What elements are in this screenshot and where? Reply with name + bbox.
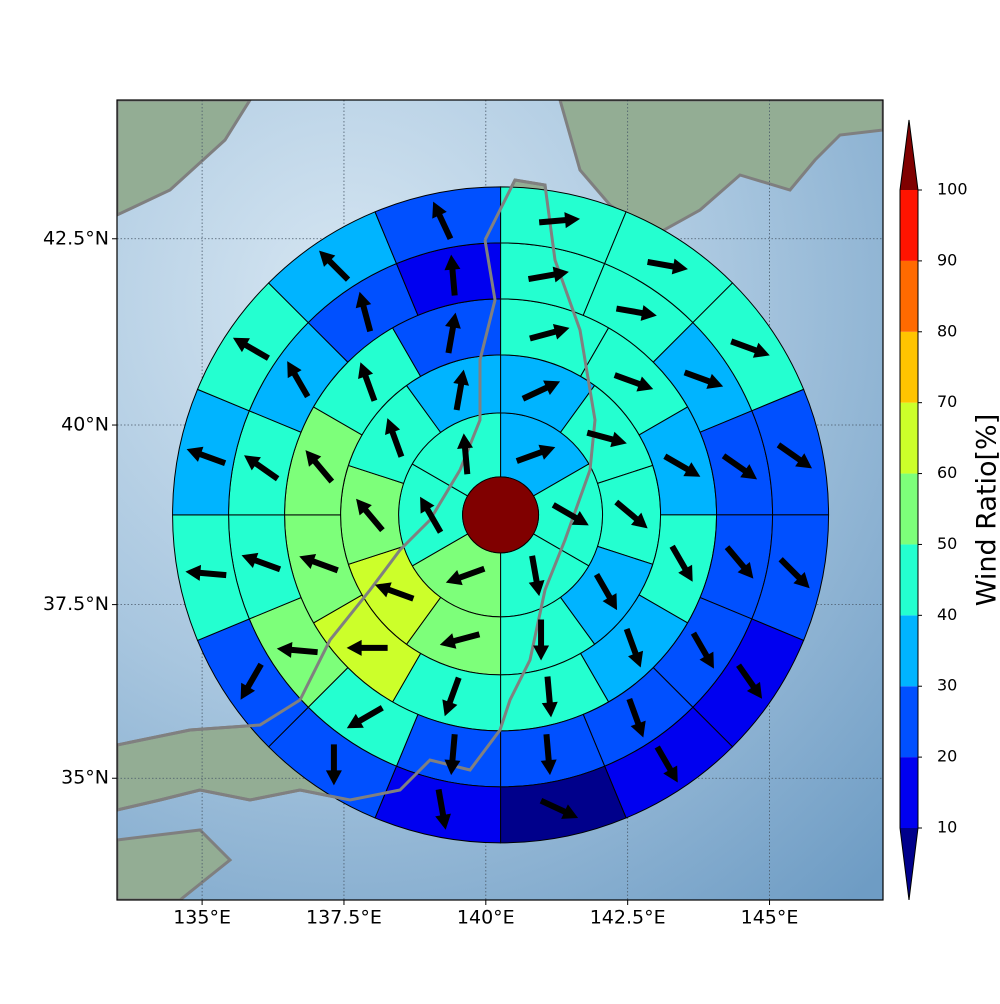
colorbar-label: Wind Ratio[%]: [972, 414, 1000, 606]
colorbar-segment: [900, 757, 918, 828]
colorbar-segment: [900, 332, 918, 403]
x-tick-label: 142.5°E: [590, 907, 666, 929]
center-disk: [463, 477, 539, 553]
x-tick-label: 137.5°E: [306, 907, 382, 929]
colorbar-tick-label: 20: [937, 747, 957, 766]
x-tick-label: 140°E: [457, 907, 515, 929]
colorbar-under: [900, 828, 918, 900]
colorbar-segment: [900, 686, 918, 757]
colorbar-segment: [900, 544, 918, 615]
colorbar-over: [900, 120, 918, 190]
colorbar-segment: [900, 190, 918, 261]
colorbar-segment: [900, 615, 918, 686]
colorbar-tick-label: 80: [937, 321, 957, 340]
y-tick-label: 37.5°N: [43, 593, 109, 615]
colorbar-segment: [900, 474, 918, 545]
colorbar-tick-label: 50: [937, 534, 957, 553]
x-tick-label: 145°E: [741, 907, 799, 929]
colorbar-tick-label: 100: [937, 180, 968, 199]
y-tick-label: 40°N: [61, 414, 109, 436]
colorbar-tick-label: 40: [937, 605, 957, 624]
colorbar-segment: [900, 261, 918, 332]
y-tick-label: 42.5°N: [43, 227, 109, 249]
y-tick-label: 35°N: [61, 767, 109, 789]
colorbar-tick-label: 90: [937, 250, 957, 269]
colorbar-tick-label: 70: [937, 392, 957, 411]
colorbar-tick-label: 30: [937, 676, 957, 695]
colorbar-segment: [900, 403, 918, 474]
x-tick-label: 135°E: [173, 907, 231, 929]
colorbar-tick-label: 60: [937, 463, 957, 482]
sectors: [173, 187, 829, 843]
colorbar: 10 20 30 40 50 60 70 80 90 100: [900, 120, 968, 900]
colorbar-tick-label: 10: [937, 818, 957, 837]
